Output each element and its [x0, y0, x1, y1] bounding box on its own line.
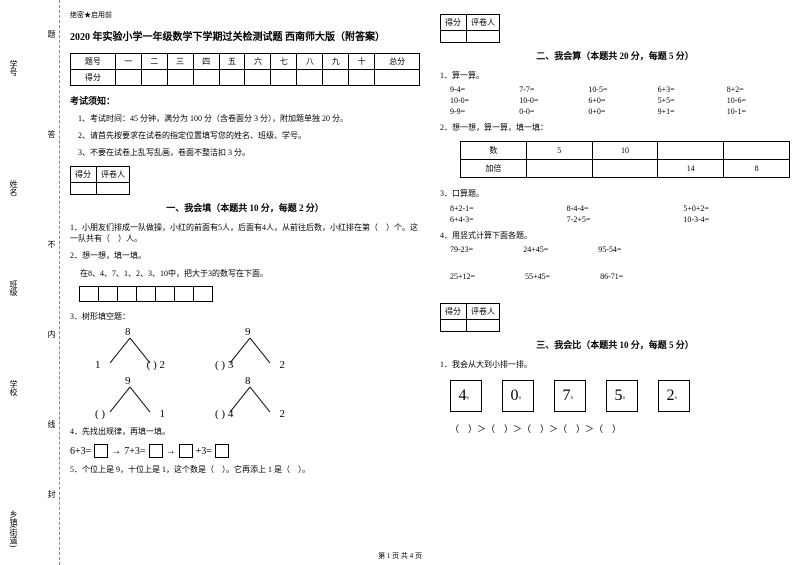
row-label: 题号 [71, 54, 116, 70]
seal-mark: 不 [46, 240, 57, 248]
arrow-icon: → [111, 446, 121, 457]
right-column: 得分评卷人 二、我会算（本题共 20 分，每题 5 分） 1．算一算。 9-4=… [440, 10, 790, 475]
number-tree: 8 ( ) 4 2 [210, 375, 290, 420]
side-label: 姓名 [8, 180, 19, 196]
notice-head: 考试须知： [70, 94, 420, 107]
num-box: 2。 [658, 380, 690, 412]
num-box: 5。 [606, 380, 638, 412]
s3q1: 1．我会从大到小排一排。 [440, 359, 790, 370]
confidential-note: 绝密★启用前 [70, 10, 420, 20]
row-label: 得分 [71, 70, 116, 86]
seal-mark: 线 [46, 420, 57, 428]
calc-grid2: 8+2-1=8-4-4=5+0+2= 6+4-3=7-2+5=10-3-4= [450, 204, 790, 224]
s2q4: 4．用竖式计算下面各题。 [440, 230, 790, 241]
q3: 3．树形填空题： [70, 311, 420, 322]
seal-mark: 答 [46, 130, 57, 138]
seal-mark: 题 [46, 30, 57, 38]
num-box: 0。 [502, 380, 534, 412]
tree-row: 9 ( ) 1 8 ( ) 4 2 [90, 375, 420, 420]
section-scorebox: 得分评卷人 [440, 303, 790, 332]
page-footer: 第 1 页 共 4 页 [0, 551, 800, 561]
side-label: 学号 [8, 60, 19, 76]
s2q3: 3．口算题。 [440, 188, 790, 199]
number-tree: 8 1 ( ) 2 [90, 326, 170, 371]
score-table: 题号 一 二 三 四 五 六 七 八 九 十 总分 得分 [70, 53, 420, 86]
tree-row: 8 1 ( ) 2 9 ( ) 3 2 [90, 326, 420, 371]
exam-title: 2020 年实验小学一年级数学下学期过关检测试题 西南师大版（附答案） [70, 28, 420, 43]
notice-item: 3、不要在试卷上乱写乱画，卷面不整洁扣 3 分。 [78, 147, 420, 158]
binding-sidebar: 乡镇(街道) 学校 班级 姓名 学号 封 线 内 不 答 题 [0, 0, 60, 565]
pattern-row: 6+3= → 7+3= → +3= [70, 444, 420, 458]
double-table: 数 5 10 加倍 14 8 [460, 141, 790, 178]
side-label: 班级 [8, 280, 19, 296]
compare-answer: （ ）＞（ ）＞（ ）＞（ ）＞（ ） [450, 422, 790, 435]
q5: 5．个位上是 9，十位上是 1，这个数是（ ）。它再添上 1 是（ ）。 [70, 464, 420, 475]
s2q1: 1．算一算。 [440, 70, 790, 81]
vertical-calc-row: 25+12= 55+45= 86-71= [450, 272, 790, 281]
side-label: 乡镇(街道) [8, 510, 19, 547]
vertical-calc-row: 79-23= 24+45= 95-54= [450, 245, 790, 254]
section-scorebox: 得分评卷人 [70, 166, 420, 195]
q2: 2．想一想，填一填。 [70, 250, 420, 261]
calc-grid: 9-4=7-7=10-5=6+3=8+2= 10-0=10-0=6+0=5+5=… [450, 85, 790, 116]
section3-title: 三、我会比（本题共 10 分，每题 5 分） [440, 338, 790, 351]
compare-boxes: 4。 0。 7。 5。 2。 [450, 380, 790, 412]
notice-item: 1、考试时间：45 分钟，满分为 100 分（含卷面分 3 分），附加题单独 2… [78, 113, 420, 124]
page-content: 绝密★启用前 2020 年实验小学一年级数学下学期过关检测试题 西南师大版（附答… [70, 10, 790, 475]
answer-cells [80, 286, 420, 302]
q1: 1．小朋友们排成一队做操，小红的前面有5人，后面有4人，从前往后数，小红排在第（… [70, 222, 420, 244]
notice-item: 2、请首先按要求在试卷的指定位置填写您的姓名、班级、学号。 [78, 130, 420, 141]
seal-mark: 封 [46, 490, 57, 498]
seal-mark: 内 [46, 330, 57, 338]
q2b: 在8、4、7、1、2、3、10中，把大于3的数写在下面。 [80, 268, 420, 279]
section2-title: 二、我会算（本题共 20 分，每题 5 分） [440, 49, 790, 62]
section1-title: 一、我会填（本题共 10 分，每题 2 分） [70, 201, 420, 214]
q4: 4．先找出规律，再填一填。 [70, 426, 420, 437]
arrow-icon: → [166, 446, 176, 457]
s2q2: 2．想一想，算一算，填一填： [440, 122, 790, 133]
section-scorebox: 得分评卷人 [440, 14, 790, 43]
side-label: 学校 [8, 380, 19, 396]
number-tree: 9 ( ) 1 [90, 375, 170, 420]
num-box: 7。 [554, 380, 586, 412]
num-box: 4。 [450, 380, 482, 412]
left-column: 绝密★启用前 2020 年实验小学一年级数学下学期过关检测试题 西南师大版（附答… [70, 10, 420, 475]
number-tree: 9 ( ) 3 2 [210, 326, 290, 371]
